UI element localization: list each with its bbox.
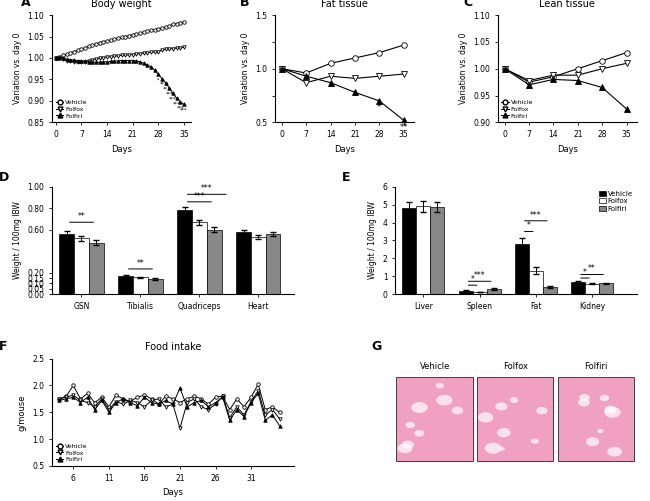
Ellipse shape xyxy=(614,447,621,452)
X-axis label: Days: Days xyxy=(334,145,355,154)
Text: ***: *** xyxy=(177,105,184,110)
Bar xyxy=(177,210,192,294)
Text: ***: *** xyxy=(194,191,205,200)
Bar xyxy=(266,234,280,294)
Bar xyxy=(207,230,222,294)
Bar xyxy=(396,377,473,460)
Bar xyxy=(236,232,251,294)
Bar xyxy=(402,208,417,294)
Title: Body weight: Body weight xyxy=(92,0,152,9)
Ellipse shape xyxy=(498,404,504,408)
Text: C: C xyxy=(463,0,472,10)
Text: A: A xyxy=(21,0,31,10)
Ellipse shape xyxy=(494,386,502,392)
Bar xyxy=(417,206,430,294)
Text: *: * xyxy=(157,78,159,83)
Text: **: ** xyxy=(159,82,164,87)
X-axis label: Days: Days xyxy=(111,145,132,154)
Ellipse shape xyxy=(511,412,524,420)
Text: ***: *** xyxy=(474,271,486,280)
Title: Lean tissue: Lean tissue xyxy=(540,0,595,9)
Y-axis label: Weight / 100mg IBW: Weight / 100mg IBW xyxy=(13,201,22,280)
Legend: Vehicle, Folfox, Folfiri: Vehicle, Folfox, Folfiri xyxy=(55,99,88,119)
Bar xyxy=(558,377,634,460)
Bar xyxy=(118,276,133,294)
Text: Vehicle: Vehicle xyxy=(420,362,450,371)
Ellipse shape xyxy=(504,442,519,452)
Text: ***: *** xyxy=(201,184,213,193)
Text: *: * xyxy=(471,275,474,284)
X-axis label: Days: Days xyxy=(162,488,183,497)
Text: F: F xyxy=(0,340,7,353)
Bar xyxy=(192,222,207,294)
Ellipse shape xyxy=(423,419,430,424)
Bar xyxy=(458,291,473,294)
Text: Folfox: Folfox xyxy=(503,362,528,371)
Bar xyxy=(430,207,445,294)
Ellipse shape xyxy=(426,427,441,436)
Ellipse shape xyxy=(565,395,571,399)
Ellipse shape xyxy=(613,394,619,398)
Y-axis label: g/mouse: g/mouse xyxy=(18,394,27,430)
Text: ***: *** xyxy=(173,102,180,107)
Text: E: E xyxy=(342,171,350,184)
Text: **: ** xyxy=(136,259,144,268)
Bar xyxy=(477,377,553,460)
Y-axis label: Variation vs. day 0: Variation vs. day 0 xyxy=(458,33,467,105)
Ellipse shape xyxy=(614,391,627,400)
Ellipse shape xyxy=(441,402,454,411)
Bar xyxy=(487,289,501,294)
Ellipse shape xyxy=(450,408,457,413)
Text: G: G xyxy=(371,340,382,353)
Bar xyxy=(251,237,266,294)
Ellipse shape xyxy=(580,438,588,443)
Legend: Vehicle, Folfox, Folfiri: Vehicle, Folfox, Folfiri xyxy=(599,190,634,212)
Bar xyxy=(74,238,89,294)
Bar xyxy=(529,271,543,294)
Text: **: ** xyxy=(588,265,596,274)
Ellipse shape xyxy=(597,391,605,397)
Ellipse shape xyxy=(424,432,439,442)
Bar xyxy=(473,292,487,294)
Text: ***: *** xyxy=(169,97,177,102)
Ellipse shape xyxy=(606,426,621,437)
Bar xyxy=(599,284,613,294)
Y-axis label: Weight / 100mg IBW: Weight / 100mg IBW xyxy=(368,201,377,280)
Text: ***: *** xyxy=(166,92,173,97)
X-axis label: Days: Days xyxy=(557,145,578,154)
Legend: Vehicle, Folfox, Folfiri: Vehicle, Folfox, Folfiri xyxy=(501,99,534,119)
Bar xyxy=(148,279,162,294)
Ellipse shape xyxy=(567,430,576,436)
Text: **: ** xyxy=(400,123,408,132)
Text: Folfiri: Folfiri xyxy=(584,362,608,371)
Y-axis label: Variation vs. day 0: Variation vs. day 0 xyxy=(13,33,22,105)
Bar xyxy=(543,287,557,294)
Text: D: D xyxy=(0,171,9,184)
Legend: Vehicle, Folfox, Folfiri: Vehicle, Folfox, Folfiri xyxy=(55,443,88,463)
Bar xyxy=(515,244,529,294)
Ellipse shape xyxy=(417,383,433,394)
Ellipse shape xyxy=(517,383,531,392)
Bar xyxy=(133,278,148,294)
Ellipse shape xyxy=(484,437,500,447)
Text: *: * xyxy=(583,268,587,277)
Y-axis label: Variation vs. day 0: Variation vs. day 0 xyxy=(240,33,250,105)
Bar xyxy=(59,234,74,294)
Bar xyxy=(585,284,599,294)
Ellipse shape xyxy=(485,436,500,447)
Text: ***: *** xyxy=(530,211,541,220)
Text: *: * xyxy=(377,103,382,112)
Ellipse shape xyxy=(510,400,523,408)
Ellipse shape xyxy=(443,395,457,404)
Bar xyxy=(89,242,103,294)
Title: Food intake: Food intake xyxy=(145,342,201,352)
Text: **: ** xyxy=(77,212,85,221)
Text: B: B xyxy=(240,0,250,10)
Ellipse shape xyxy=(406,407,411,410)
Bar xyxy=(571,282,585,294)
Text: *: * xyxy=(527,221,530,230)
Text: ***: *** xyxy=(180,108,188,113)
Title: Fat tissue: Fat tissue xyxy=(321,0,368,9)
Text: **: ** xyxy=(163,86,168,91)
